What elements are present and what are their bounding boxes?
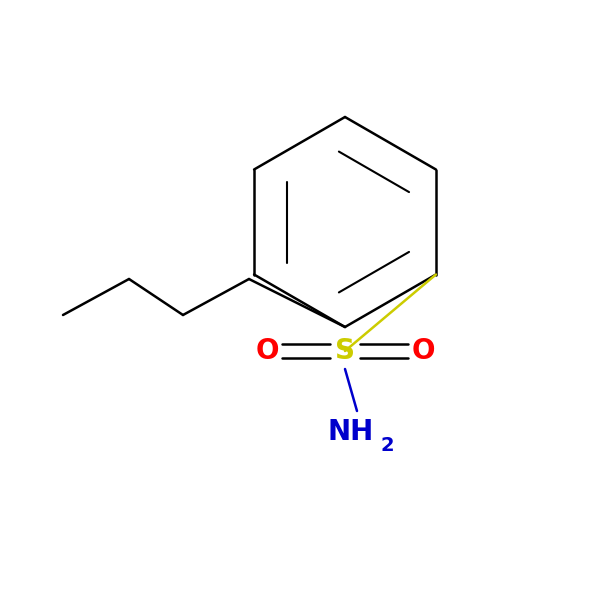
Text: 2: 2 (380, 436, 394, 455)
Text: S: S (335, 337, 355, 365)
Text: O: O (411, 337, 435, 365)
Text: O: O (255, 337, 279, 365)
Text: NH: NH (328, 418, 374, 446)
